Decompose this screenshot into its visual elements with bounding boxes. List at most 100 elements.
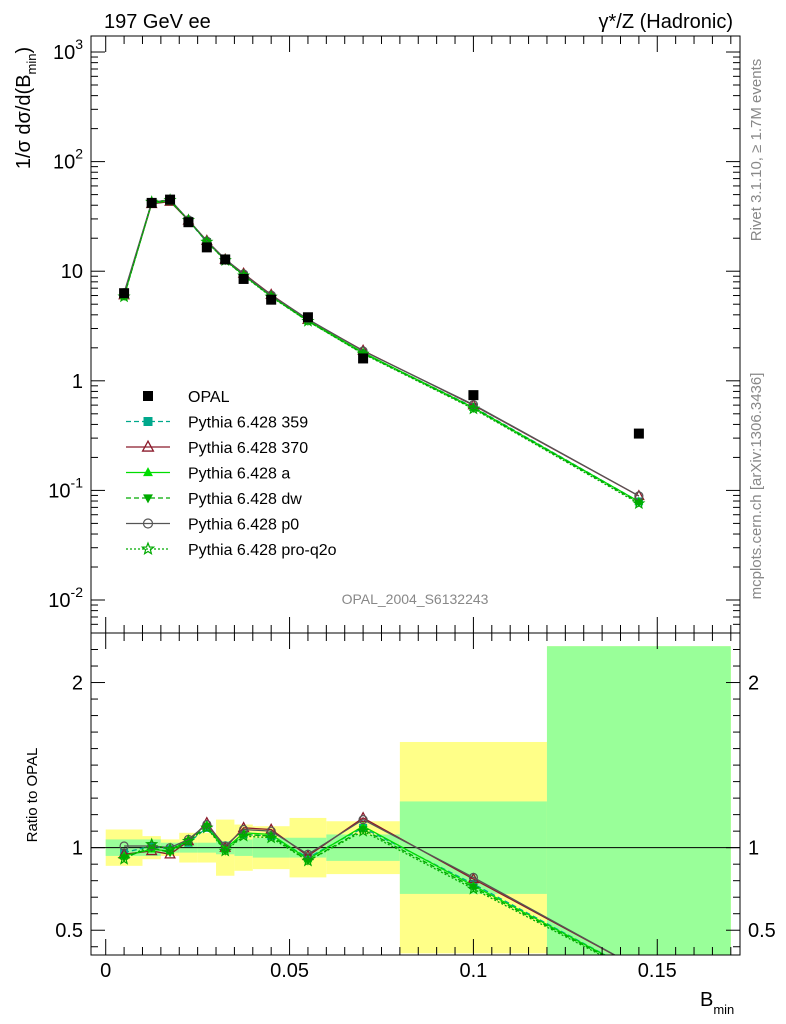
- marker-open-star: [145, 837, 159, 850]
- ratio-tick-label: 2: [72, 673, 83, 695]
- data-point: [220, 254, 231, 265]
- ratio-panel: 0 0.05 0.1 0.15 0.5 0.5 1 1 2 2: [55, 632, 776, 982]
- rivet-label: Rivet 3.1.10, ≥ 1.7M events: [748, 59, 765, 242]
- legend-entry: Pythia 6.428 359: [126, 415, 308, 432]
- x-axis-label-sub: min: [713, 1002, 734, 1017]
- marker-open-circle: [266, 826, 276, 836]
- legend-label: Pythia 6.428 359: [188, 415, 308, 432]
- y-tick-label: 103: [53, 36, 83, 64]
- y-tick-label-base: 10: [53, 152, 75, 174]
- process-title: γ*/Z (Hadronic): [599, 11, 733, 33]
- y-tick-label: 102: [53, 146, 83, 174]
- legend-entry: Pythia 6.428 pro-q2o: [126, 541, 337, 559]
- y-tick-label-exponent: -1: [71, 474, 84, 490]
- ratio-tick-label: 0.5: [55, 920, 83, 942]
- legend-label: Pythia 6.428 370: [188, 440, 308, 457]
- marker-open-star: [117, 852, 131, 865]
- ratio-tick-label-right: 2: [748, 673, 759, 695]
- marker-open-star: [200, 821, 214, 834]
- series-ratio-line: [123, 826, 603, 955]
- y-tick-label-base: 10: [61, 261, 83, 283]
- y-tick-label-exponent: -2: [71, 584, 84, 600]
- marker-inv-triangle: [469, 884, 478, 893]
- marker-open-circle: [303, 849, 313, 859]
- marker-open-circle: [142, 518, 154, 529]
- marker-open-triangle: [141, 439, 155, 452]
- data-point: [183, 217, 194, 228]
- y-axis-label-close: ): [13, 47, 35, 54]
- marker-open-star: [301, 853, 315, 867]
- marker-inv-triangle: [143, 494, 153, 504]
- x-tick-label: 0.15: [638, 960, 677, 982]
- y-tick-label-base: 10: [48, 590, 70, 612]
- marker-open-star: [181, 834, 196, 847]
- marker-open-circle: [147, 841, 157, 851]
- marker-inv-triangle: [358, 826, 368, 835]
- marker-open-star: [466, 401, 481, 415]
- mcplots-label: mcplots.cern.ch [arXiv:1306.3436]: [748, 373, 765, 600]
- data-point: [266, 294, 277, 305]
- data-point: [165, 194, 176, 205]
- ratio-frame: [90, 632, 741, 956]
- data-point: [302, 312, 313, 323]
- ratio-tick-label-right: 1: [748, 838, 759, 860]
- y-tick-label: 10-1: [48, 474, 83, 502]
- legend-label: OPAL: [188, 389, 230, 406]
- legend-label: Pythia 6.428 p0: [188, 517, 299, 534]
- marker-square: [143, 417, 153, 426]
- ratio-y-axis-label: Ratio to OPAL: [24, 748, 41, 843]
- y-axis-label-sub: min: [24, 53, 39, 74]
- legend-data-marker: [143, 391, 153, 401]
- y-tick-label-exponent: 3: [75, 36, 83, 52]
- y-tick-label-exponent: 2: [75, 146, 83, 162]
- marker-open-star: [632, 496, 646, 510]
- legend-entry: Pythia 6.428 370: [126, 439, 308, 457]
- data-point: [238, 273, 249, 284]
- marker-open-star: [356, 824, 370, 837]
- marker-open-star: [218, 844, 232, 857]
- legend-entry: Pythia 6.428 a: [126, 466, 290, 483]
- legend: OPAL Pythia 6.428 359 Pythia 6.428 370 Pyth…: [126, 389, 337, 559]
- data-point: [633, 428, 644, 439]
- series-ratio-line: [123, 825, 605, 955]
- y-tick-label-base: 10: [48, 480, 70, 502]
- main-y-axis-label: 1/σ dσ/d(Bmin): [13, 47, 39, 169]
- y-tick-label: 10-2: [48, 584, 83, 612]
- data-point: [201, 242, 212, 253]
- legend-entry: Pythia 6.428 dw: [126, 491, 302, 508]
- legend-label: Pythia 6.428 dw: [188, 491, 302, 508]
- legend-label: Pythia 6.428 a: [188, 466, 290, 483]
- x-axis-label-main: B: [700, 989, 713, 1011]
- legend-label: Pythia 6.428 pro-q2o: [188, 542, 337, 559]
- y-tick-label: 1: [72, 371, 83, 393]
- marker-open-circle: [468, 872, 479, 882]
- ratio-tick-label: 1: [72, 838, 83, 860]
- data-points: [119, 194, 644, 439]
- marker-open-circle: [238, 824, 249, 835]
- y-tick-label-base: 10: [53, 42, 75, 64]
- analysis-watermark: OPAL_2004_S6132243: [342, 591, 489, 607]
- x-tick-label: 0.05: [270, 960, 309, 982]
- marker-open-circle: [358, 814, 368, 825]
- marker-inv-triangle: [202, 823, 212, 831]
- x-tick-label: 0: [100, 960, 111, 982]
- marker-inv-triangle: [119, 854, 129, 863]
- y-tick-label-base: 1: [72, 371, 83, 393]
- marker-open-star: [466, 881, 481, 895]
- x-axis-label: Bmin: [700, 989, 734, 1017]
- data-point: [146, 197, 157, 208]
- marker-open-circle: [119, 841, 129, 851]
- marker-open-star: [237, 829, 251, 842]
- y-tick-label: 10: [61, 261, 83, 283]
- y-axis-label-main: 1/σ dσ/d(B: [13, 74, 35, 169]
- energy-title: 197 GeV ee: [104, 11, 211, 33]
- x-tick-label: 0.1: [460, 960, 488, 982]
- marker-open-star: [163, 842, 177, 855]
- marker-open-star: [264, 830, 278, 844]
- data-point: [468, 390, 479, 401]
- stat-uncertainty-band: [546, 646, 731, 955]
- series-main-2: [119, 195, 644, 505]
- series-ratio-5: [117, 821, 603, 955]
